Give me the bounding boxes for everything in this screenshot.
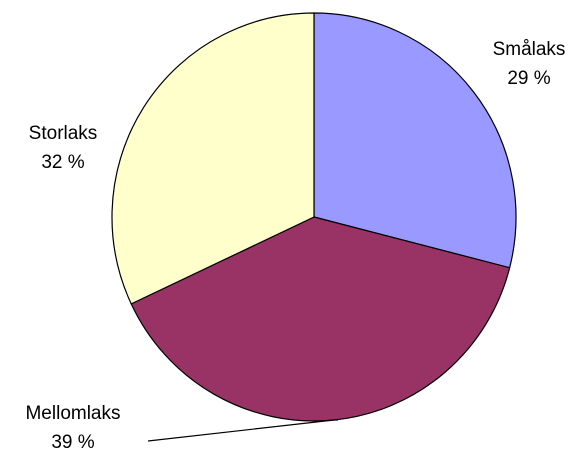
slice-label-storlaks-name: Storlaks: [29, 123, 98, 144]
pie-slice-sm-laks: [313, 12, 517, 269]
slice-label-mellomlaks-name: Mellomlaks: [25, 403, 120, 424]
slice-label-mellomlaks-value: 39 %: [51, 432, 94, 453]
slice-label-smalaks-name: Smålaks: [493, 39, 566, 60]
pie-slices: [111, 12, 517, 422]
slice-label-storlaks-value: 32 %: [41, 152, 84, 173]
leader-lines: [147, 419, 338, 442]
pie-slice-storlaks: [111, 12, 315, 305]
leader-line-mellomlaks: [147, 419, 338, 442]
slice-label-smalaks-value: 29 %: [507, 68, 550, 89]
